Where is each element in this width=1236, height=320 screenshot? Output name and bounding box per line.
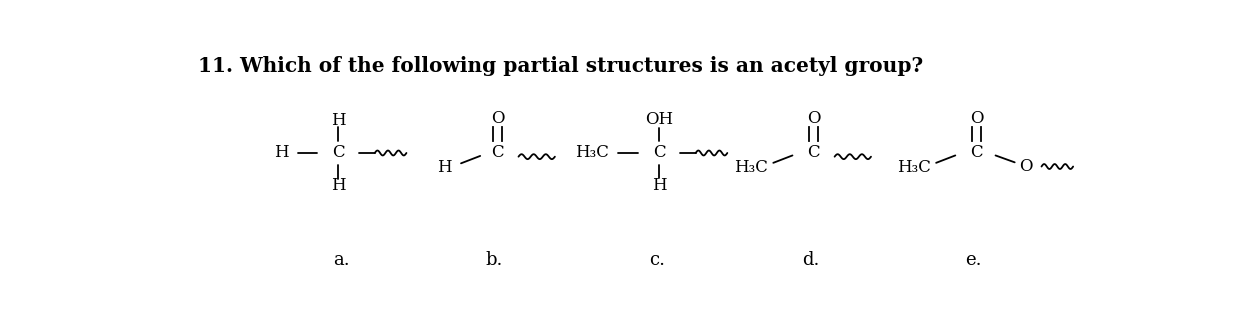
Text: O: O — [491, 110, 504, 127]
Text: O: O — [1020, 158, 1033, 175]
Text: C: C — [491, 144, 504, 162]
Text: C: C — [807, 144, 819, 162]
Text: OH: OH — [645, 111, 674, 128]
Text: H₃C: H₃C — [734, 159, 769, 176]
Text: O: O — [807, 110, 821, 127]
Text: C: C — [332, 144, 345, 162]
Text: H₃C: H₃C — [897, 159, 931, 176]
Text: C: C — [653, 144, 666, 162]
Text: b.: b. — [486, 251, 503, 269]
Text: H: H — [653, 177, 666, 194]
Text: d.: d. — [802, 251, 819, 269]
Text: O: O — [969, 110, 983, 127]
Text: 11. Which of the following partial structures is an acetyl group?: 11. Which of the following partial struc… — [198, 56, 923, 76]
Text: c.: c. — [649, 251, 665, 269]
Text: C: C — [970, 144, 983, 162]
Text: H: H — [273, 144, 288, 162]
Text: H: H — [438, 159, 452, 176]
Text: H: H — [331, 112, 346, 130]
Text: H₃C: H₃C — [575, 144, 609, 162]
Text: a.: a. — [332, 251, 350, 269]
Text: e.: e. — [965, 251, 981, 269]
Text: H: H — [331, 177, 346, 194]
